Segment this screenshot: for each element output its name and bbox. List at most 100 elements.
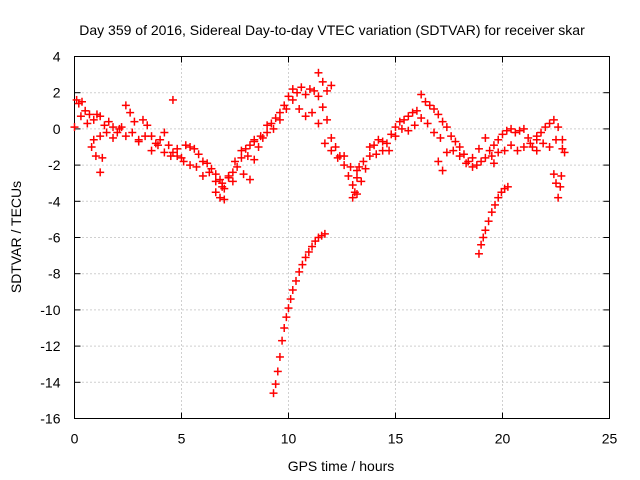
data-point xyxy=(143,121,152,130)
data-point xyxy=(228,168,237,177)
data-point xyxy=(128,128,137,137)
data-point xyxy=(77,97,86,106)
x-tick-label: 5 xyxy=(178,431,186,447)
y-tick-label: 0 xyxy=(53,121,61,137)
data-point xyxy=(192,162,201,171)
x-tick-label: 20 xyxy=(495,431,511,447)
data-point xyxy=(352,173,361,182)
data-point xyxy=(395,117,404,126)
data-point xyxy=(239,170,248,179)
data-point xyxy=(350,188,359,197)
data-point xyxy=(271,380,280,389)
data-point xyxy=(359,157,368,166)
data-point xyxy=(286,295,295,304)
data-point xyxy=(166,152,175,161)
data-point xyxy=(102,128,111,137)
data-point xyxy=(70,123,79,132)
data-point xyxy=(485,146,494,155)
data-point xyxy=(104,117,113,126)
data-point xyxy=(314,92,323,101)
data-point xyxy=(549,115,558,124)
data-point xyxy=(190,144,199,153)
data-point xyxy=(365,143,374,151)
data-point xyxy=(515,126,524,135)
data-point xyxy=(557,171,566,180)
data-point xyxy=(284,304,293,313)
data-point xyxy=(500,146,509,155)
data-point xyxy=(361,164,370,173)
chart-title: Day 359 of 2016, Sidereal Day-to-day VTE… xyxy=(79,22,585,38)
data-point xyxy=(318,77,327,86)
data-point xyxy=(308,242,317,251)
data-point xyxy=(295,104,304,113)
data-point xyxy=(472,161,481,170)
data-point xyxy=(275,108,284,117)
y-tick-label: -16 xyxy=(40,411,60,427)
data-point xyxy=(511,128,520,137)
data-point xyxy=(430,104,439,113)
data-point xyxy=(477,240,486,249)
data-point xyxy=(304,247,313,256)
data-point xyxy=(554,193,563,202)
data-point xyxy=(425,101,434,110)
data-point xyxy=(468,153,477,162)
data-point xyxy=(293,88,302,97)
data-point xyxy=(417,90,426,99)
data-point xyxy=(237,153,246,162)
data-point xyxy=(121,101,130,110)
grid-layer xyxy=(74,56,610,419)
data-point xyxy=(532,146,541,155)
data-point xyxy=(404,126,413,135)
data-point xyxy=(130,117,139,126)
data-point xyxy=(203,159,212,168)
data-point xyxy=(96,132,105,141)
data-point xyxy=(545,119,554,128)
data-point xyxy=(198,157,207,166)
data-point xyxy=(524,133,533,142)
data-point xyxy=(408,108,417,117)
data-point xyxy=(400,115,409,124)
data-point xyxy=(245,141,254,150)
data-point xyxy=(233,162,242,171)
data-point xyxy=(385,146,394,155)
data-point xyxy=(541,123,550,132)
data-point xyxy=(365,152,374,161)
data-point xyxy=(263,121,272,130)
data-point xyxy=(243,152,252,161)
y-tick-label: -12 xyxy=(40,338,60,354)
data-point xyxy=(153,141,162,150)
data-point xyxy=(327,81,336,90)
data-point xyxy=(387,130,396,139)
data-point xyxy=(85,110,94,119)
data-point xyxy=(256,132,265,141)
data-point xyxy=(288,285,297,294)
data-point xyxy=(434,110,443,119)
data-point xyxy=(100,121,109,130)
data-point xyxy=(220,195,229,204)
data-point xyxy=(487,152,496,161)
y-tick-label: -6 xyxy=(48,230,61,246)
data-point xyxy=(323,86,332,95)
data-point xyxy=(263,128,272,137)
data-point xyxy=(481,133,490,142)
data-point xyxy=(98,153,107,162)
x-tick-label: 25 xyxy=(602,431,618,447)
data-point xyxy=(89,135,98,144)
data-point xyxy=(218,182,227,191)
data-point xyxy=(532,132,541,141)
data-point xyxy=(211,177,220,186)
data-point xyxy=(348,181,357,190)
data-point xyxy=(434,157,443,166)
data-point xyxy=(109,133,118,142)
data-point xyxy=(331,143,340,151)
data-point xyxy=(271,114,280,123)
data-point xyxy=(320,229,329,238)
data-point xyxy=(502,126,511,135)
data-point xyxy=(318,103,327,112)
data-point xyxy=(412,106,421,115)
data-point xyxy=(487,208,496,217)
data-point xyxy=(498,130,507,139)
data-point xyxy=(438,117,447,126)
data-point xyxy=(205,168,214,177)
